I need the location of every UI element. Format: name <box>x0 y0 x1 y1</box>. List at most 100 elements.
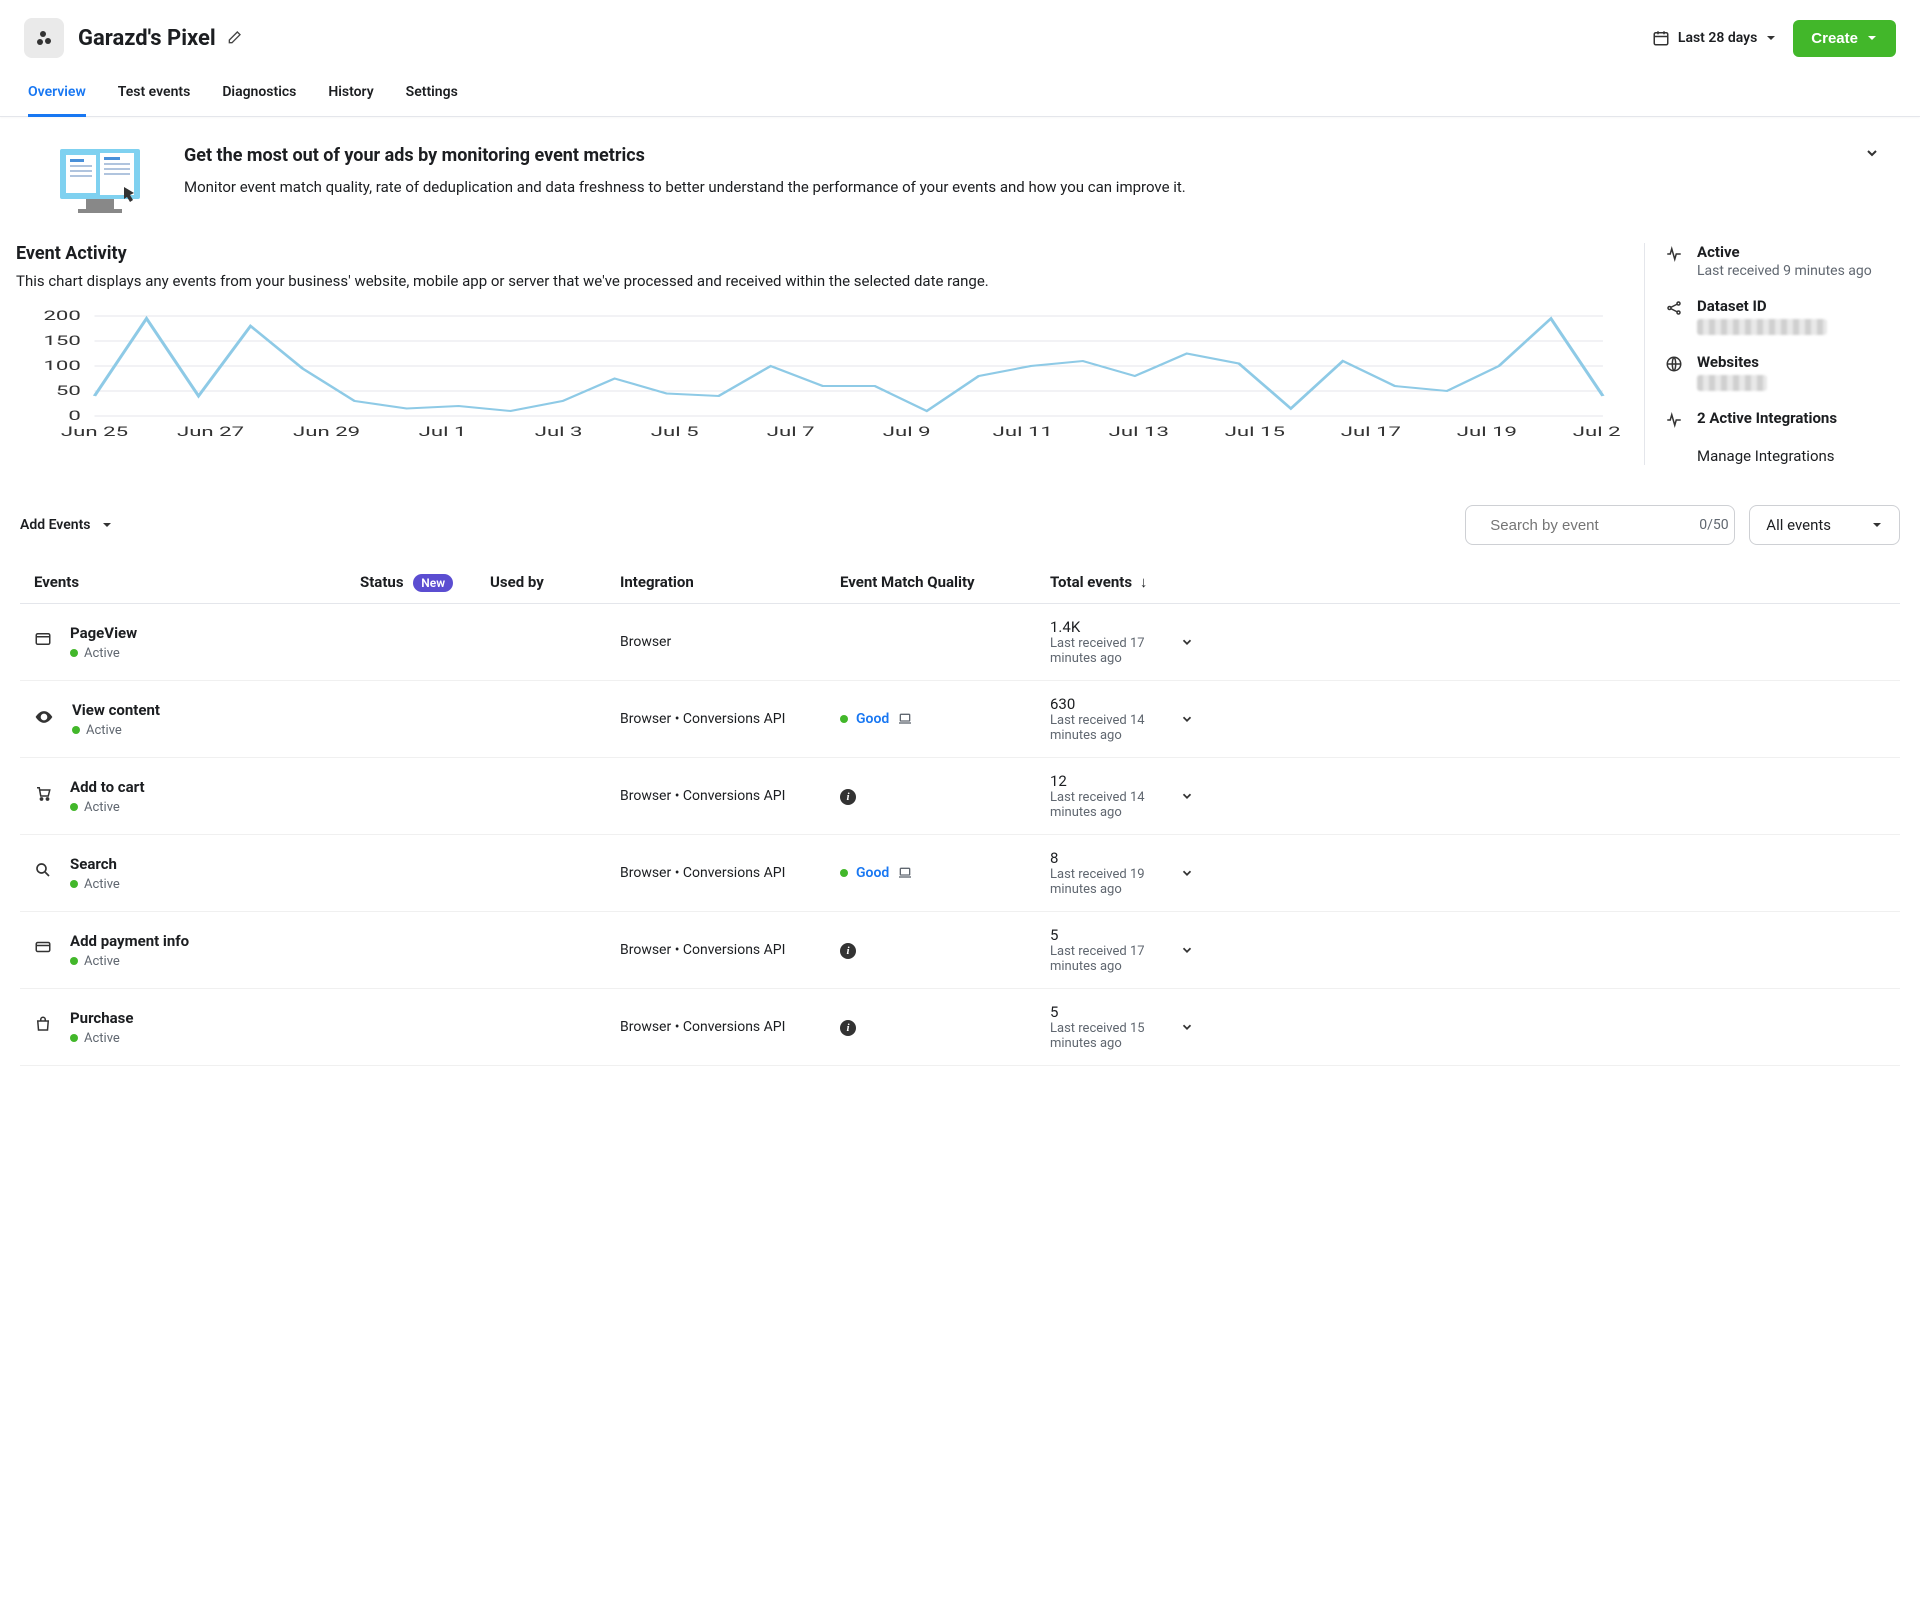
svg-text:Jun 25: Jun 25 <box>61 425 128 440</box>
table-row[interactable]: View content Active Browser • Conversion… <box>20 681 1900 758</box>
edit-icon[interactable] <box>226 30 242 46</box>
quality-label: Good <box>856 865 889 881</box>
chevron-down-icon <box>1871 519 1883 531</box>
header: Garazd's Pixel Last 28 days Create <box>0 0 1920 58</box>
event-total-sub: Last received 14 minutes ago <box>1050 713 1180 743</box>
sidebar-integrations-label: 2 Active Integrations <box>1697 409 1837 427</box>
event-status: Active <box>70 1031 133 1046</box>
chevron-down-icon <box>101 519 113 531</box>
event-total-sub: Last received 17 minutes ago <box>1050 636 1180 666</box>
banner-illustration <box>56 145 144 215</box>
svg-text:Jul 13: Jul 13 <box>1109 425 1169 440</box>
svg-text:150: 150 <box>43 334 80 349</box>
add-events-button[interactable]: Add Events <box>20 517 113 533</box>
chevron-down-icon <box>1180 943 1194 957</box>
calendar-icon <box>1652 29 1670 47</box>
svg-text:Jul 17: Jul 17 <box>1341 425 1401 440</box>
svg-text:Jul 15: Jul 15 <box>1225 425 1285 440</box>
event-name: Add to cart <box>70 778 145 796</box>
info-icon[interactable]: i <box>840 943 856 959</box>
sidebar: Active Last received 9 minutes ago Datas… <box>1644 243 1904 465</box>
expand-row[interactable] <box>1180 866 1220 880</box>
svg-text:0: 0 <box>68 409 80 424</box>
chevron-down-icon <box>1180 712 1194 726</box>
chevron-down-icon <box>1180 1020 1194 1034</box>
tab-diagnostics[interactable]: Diagnostics <box>222 76 296 116</box>
events-table: Events Status New Used by Integration Ev… <box>20 561 1900 1066</box>
tab-test-events[interactable]: Test events <box>118 76 191 116</box>
table-row[interactable]: Search Active Browser • Conversions API … <box>20 835 1900 912</box>
event-integration: Browser • Conversions API <box>620 1019 840 1035</box>
chevron-down-icon <box>1180 635 1194 649</box>
event-activity-section: Event Activity This chart displays any e… <box>16 243 1644 465</box>
tabs: Overview Test events Diagnostics History Set… <box>0 58 1920 117</box>
tab-settings[interactable]: Settings <box>406 76 458 116</box>
th-status: Status New <box>360 573 490 591</box>
event-status: Active <box>72 723 160 738</box>
info-icon[interactable]: i <box>840 789 856 805</box>
date-range-picker[interactable]: Last 28 days <box>1652 29 1777 47</box>
add-events-label: Add Events <box>20 517 91 533</box>
status-dot <box>72 726 80 734</box>
status-dot <box>70 649 78 657</box>
sidebar-status-sub: Last received 9 minutes ago <box>1697 263 1872 279</box>
expand-row[interactable] <box>1180 1020 1220 1034</box>
banner-desc: Monitor event match quality, rate of ded… <box>184 178 1186 196</box>
info-icon[interactable]: i <box>840 1020 856 1036</box>
eye-icon <box>34 701 54 727</box>
table-row[interactable]: Add payment info Active Browser • Conver… <box>20 912 1900 989</box>
svg-text:Jul 19: Jul 19 <box>1457 425 1517 440</box>
svg-text:Jul 21: Jul 21 <box>1573 425 1620 440</box>
manage-integrations-link[interactable]: Manage Integrations <box>1697 447 1904 465</box>
create-button[interactable]: Create <box>1793 20 1896 57</box>
sidebar-websites-label: Websites <box>1697 353 1767 371</box>
svg-text:Jun 29: Jun 29 <box>293 425 360 440</box>
status-dot <box>70 957 78 965</box>
pixel-glyph-icon <box>34 28 54 48</box>
table-header: Events Status New Used by Integration Ev… <box>20 561 1900 604</box>
svg-text:Jul 11: Jul 11 <box>993 425 1053 440</box>
event-name: Add payment info <box>70 932 189 950</box>
expand-row[interactable] <box>1180 635 1220 649</box>
svg-text:200: 200 <box>43 310 80 324</box>
sidebar-dataset-value <box>1697 319 1827 335</box>
banner-collapse[interactable] <box>1864 145 1880 161</box>
share-icon <box>1665 297 1683 335</box>
chevron-down-icon <box>1180 866 1194 880</box>
sidebar-dataset-label: Dataset ID <box>1697 297 1827 315</box>
svg-text:50: 50 <box>56 384 81 399</box>
svg-text:Jul 5: Jul 5 <box>651 425 699 440</box>
svg-text:Jul 1: Jul 1 <box>419 425 467 440</box>
status-dot <box>840 869 848 877</box>
pulse-icon <box>1665 243 1683 279</box>
tab-overview[interactable]: Overview <box>28 76 86 117</box>
header-actions: Last 28 days Create <box>1652 20 1896 57</box>
event-status: Active <box>70 646 137 661</box>
event-total: 12 <box>1050 772 1180 790</box>
th-usedby: Used by <box>490 573 620 591</box>
card-icon <box>34 932 52 956</box>
search-input-wrap[interactable]: 0/50 <box>1465 505 1735 545</box>
event-status: Active <box>70 954 189 969</box>
expand-row[interactable] <box>1180 712 1220 726</box>
filter-dropdown[interactable]: All events <box>1749 505 1900 545</box>
search-input[interactable] <box>1490 517 1689 534</box>
svg-text:Jun 27: Jun 27 <box>177 425 244 440</box>
date-range-label: Last 28 days <box>1678 30 1757 46</box>
event-name: Purchase <box>70 1009 133 1027</box>
expand-row[interactable] <box>1180 789 1220 803</box>
pixel-icon <box>24 18 64 58</box>
expand-row[interactable] <box>1180 943 1220 957</box>
table-row[interactable]: Purchase Active Browser • Conversions AP… <box>20 989 1900 1066</box>
banner-text: Get the most out of your ads by monitori… <box>184 145 1186 196</box>
pulse-icon <box>1665 409 1683 429</box>
status-dot <box>70 880 78 888</box>
event-activity-desc: This chart displays any events from your… <box>16 272 1620 290</box>
event-total: 1.4K <box>1050 618 1180 636</box>
table-row[interactable]: PageView Active Browser 1.4K Last receiv… <box>20 604 1900 681</box>
th-integration: Integration <box>620 573 840 591</box>
table-row[interactable]: Add to cart Active Browser • Conversions… <box>20 758 1900 835</box>
th-total[interactable]: Total events ↓ <box>1050 573 1180 591</box>
banner-title: Get the most out of your ads by monitori… <box>184 145 1186 166</box>
tab-history[interactable]: History <box>328 76 373 116</box>
